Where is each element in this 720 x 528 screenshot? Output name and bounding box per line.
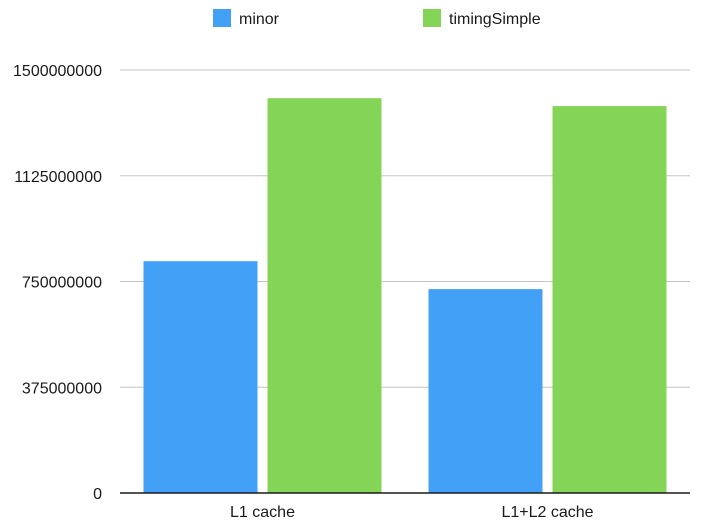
y-axis: 0 375000000 750000000 1125000000 1500000000 <box>13 63 102 503</box>
legend-label-minor: minor <box>239 11 280 28</box>
y-tick-label: 0 <box>93 486 102 503</box>
legend-swatch-minor <box>213 9 231 27</box>
x-tick-label: L1 cache <box>230 504 295 521</box>
y-tick-label: 750000000 <box>22 275 102 292</box>
y-tick-label: 1125000000 <box>14 169 102 186</box>
y-tick-label: 1500000000 <box>13 63 102 80</box>
bar-timingSimple-1 <box>552 106 667 493</box>
bar-minor-0 <box>143 261 258 493</box>
y-tick-label: 375000000 <box>22 380 102 397</box>
x-axis: L1 cache L1+L2 cache <box>230 504 594 521</box>
legend-label-timingSimple: timingSimple <box>449 11 541 28</box>
bars <box>143 98 667 493</box>
legend: minor timingSimple <box>213 9 541 28</box>
x-tick-label: L1+L2 cache <box>501 504 593 521</box>
bar-timingSimple-0 <box>267 98 382 493</box>
legend-swatch-timingSimple <box>423 9 441 27</box>
bar-minor-1 <box>428 289 543 493</box>
